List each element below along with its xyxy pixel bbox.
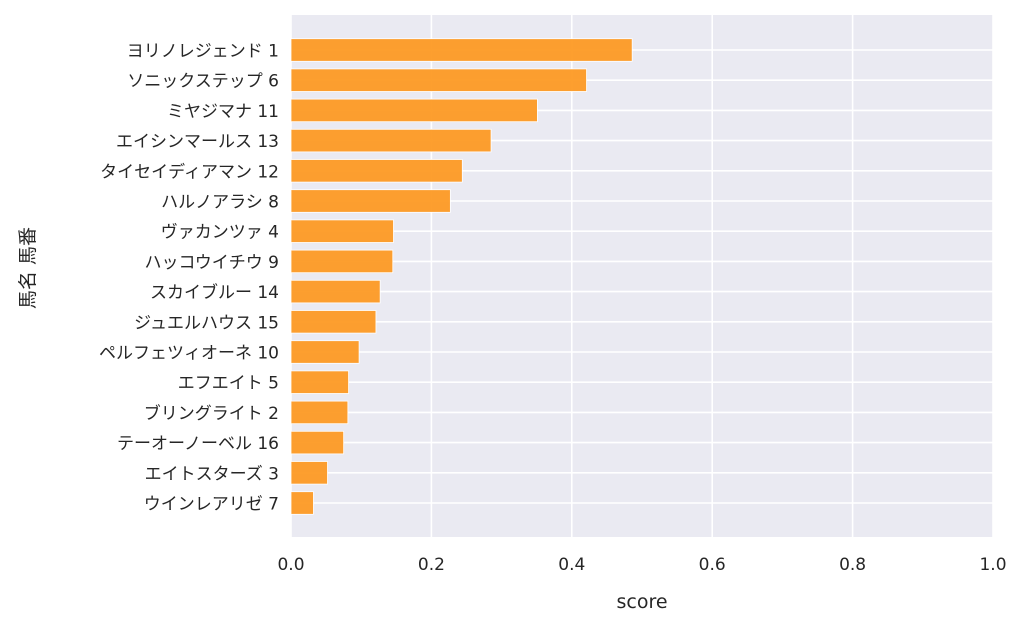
bar xyxy=(290,310,377,334)
y-tick-label: テーオーノーベル 16 xyxy=(117,434,279,454)
y-tick-label: スカイブルー 14 xyxy=(150,282,279,303)
y-tick-label: ヨリノレジェンド 1 xyxy=(127,42,279,62)
bar xyxy=(290,491,314,515)
y-tick-label: ソニックステップ 6 xyxy=(127,72,279,92)
bar xyxy=(290,249,394,274)
y-axis-label: 馬名 馬番 xyxy=(17,227,39,309)
x-tick-label: 0.6 xyxy=(699,555,726,575)
x-tick-label: 0.4 xyxy=(558,555,585,575)
y-tick-label: ブリングライト 2 xyxy=(144,403,279,424)
y-tick-label: エフエイト 5 xyxy=(178,374,279,394)
bar xyxy=(290,340,360,364)
y-tick-label: ヴァカンツァ 4 xyxy=(161,223,279,243)
bar xyxy=(290,68,587,92)
y-tick-label: エイシンマールス 13 xyxy=(116,132,279,152)
bar xyxy=(290,189,451,213)
x-axis-label: score xyxy=(616,591,667,613)
bar xyxy=(290,98,538,123)
y-tick-label: ウインレアリゼ 7 xyxy=(144,495,279,515)
bar xyxy=(290,461,328,485)
bar xyxy=(290,128,492,153)
x-tick-label: 0.0 xyxy=(277,555,304,575)
y-tick-label: ミヤジマナ 11 xyxy=(167,102,279,122)
y-tick-label: ジュエルハウス 15 xyxy=(134,313,279,333)
bar xyxy=(290,430,345,455)
bar xyxy=(290,400,349,425)
y-tick-label: ペルフェツィオーネ 10 xyxy=(99,344,279,364)
y-tick-label: タイセイディアマン 12 xyxy=(100,161,279,182)
bar xyxy=(290,159,463,183)
bar xyxy=(290,38,633,62)
y-tick-label: ハルノアラシ 8 xyxy=(161,193,279,213)
x-tick-label: 0.2 xyxy=(418,555,445,575)
y-tick-label: エイトスターズ 3 xyxy=(145,464,279,484)
x-tick-label: 1.0 xyxy=(979,555,1006,575)
bar xyxy=(290,219,394,243)
y-tick-label: ハッコウイチウ 9 xyxy=(144,253,279,273)
bar xyxy=(290,370,349,394)
bar xyxy=(290,279,381,304)
x-tick-label: 0.8 xyxy=(839,555,866,575)
plot-background xyxy=(291,15,993,537)
